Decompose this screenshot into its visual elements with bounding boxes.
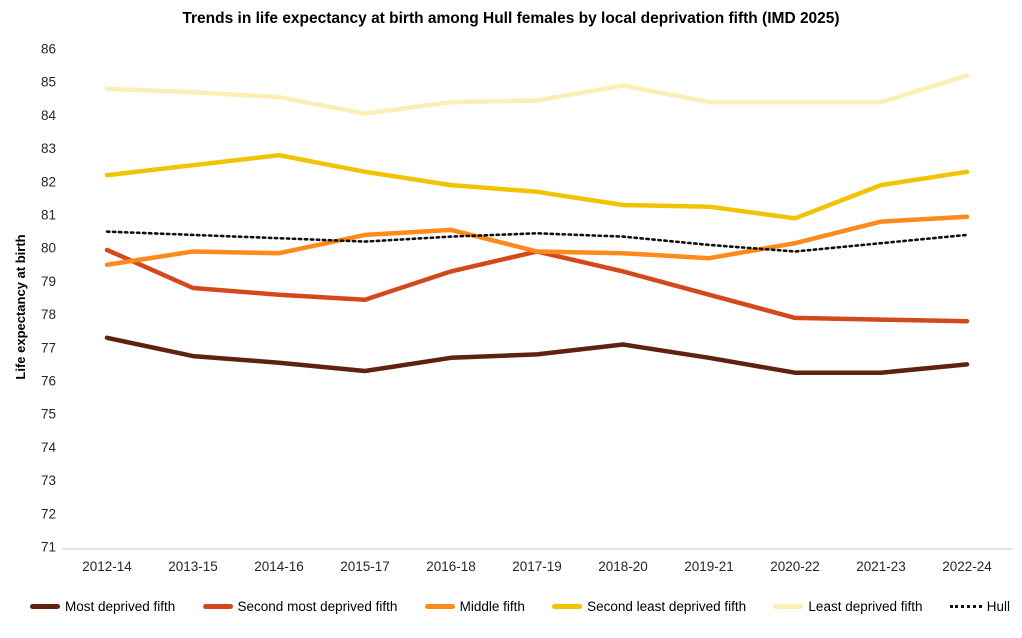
- x-tick-label: 2013-15: [168, 559, 218, 574]
- legend-label: Least deprived fifth: [808, 599, 923, 614]
- y-tick-label: 78: [41, 307, 56, 322]
- y-tick-label: 74: [41, 440, 57, 455]
- series-line-second-least-deprived-fifth: [104, 152, 970, 221]
- y-tick-label: 85: [41, 75, 56, 90]
- legend-item: Hull: [949, 599, 1010, 614]
- y-tick-label: 80: [41, 241, 56, 256]
- y-tick-label: 75: [41, 407, 56, 422]
- series-line-most-deprived-fifth: [104, 335, 970, 375]
- legend-item: Middle fifth: [424, 599, 525, 614]
- y-tick-label: 71: [41, 540, 56, 555]
- y-tick-label: 83: [41, 141, 56, 156]
- x-tick-label: 2022-24: [942, 559, 992, 574]
- legend-swatch: [30, 604, 60, 609]
- y-tick-label: 72: [41, 506, 56, 521]
- x-tick-label: 2021-23: [856, 559, 906, 574]
- legend-label: Middle fifth: [459, 599, 525, 614]
- y-tick-label: 79: [41, 274, 56, 289]
- series-line-hull: [105, 230, 969, 253]
- x-tick-label: 2012-14: [82, 559, 132, 574]
- x-tick-label: 2020-22: [770, 559, 820, 574]
- legend-label: Most deprived fifth: [65, 599, 176, 614]
- series-line-middle-fifth: [104, 214, 970, 268]
- y-tick-label: 84: [41, 108, 57, 123]
- x-tick-label: 2017-19: [512, 559, 562, 574]
- legend-label: Second least deprived fifth: [587, 599, 747, 614]
- legend-swatch: [202, 604, 233, 609]
- x-tick-label: 2014-16: [254, 559, 304, 574]
- legend-swatch: [552, 604, 583, 609]
- x-tick-label: 2015-17: [340, 559, 390, 574]
- legend-swatch: [773, 604, 804, 609]
- legend-item: Second most deprived fifth: [202, 599, 398, 614]
- legend-item: Second least deprived fifth: [552, 599, 746, 614]
- series-line-least-deprived-fifth: [104, 73, 970, 116]
- x-tick-label: 2019-21: [684, 559, 734, 574]
- y-tick-label: 73: [41, 473, 56, 488]
- chart-title: Trends in life expectancy at birth among…: [182, 10, 840, 27]
- legend-item: Least deprived fifth: [773, 599, 923, 614]
- y-tick-label: 76: [41, 374, 56, 389]
- x-tick-label: 2018-20: [598, 559, 648, 574]
- legend-swatch: [949, 605, 982, 608]
- legend-label: Hull: [986, 599, 1010, 614]
- legend: Most deprived fifth Second most deprived …: [30, 599, 1010, 614]
- y-tick-label: 86: [41, 42, 56, 57]
- y-tick-label: 77: [41, 340, 56, 355]
- legend-label: Second most deprived fifth: [237, 599, 398, 614]
- x-tick-label: 2016-18: [426, 559, 476, 574]
- series-line-second-most-deprived-fifth: [104, 247, 970, 324]
- legend-item: Most deprived fifth: [30, 599, 175, 614]
- y-tick-label: 81: [41, 208, 56, 223]
- legend-swatch: [424, 604, 455, 609]
- y-tick-label: 82: [41, 174, 56, 189]
